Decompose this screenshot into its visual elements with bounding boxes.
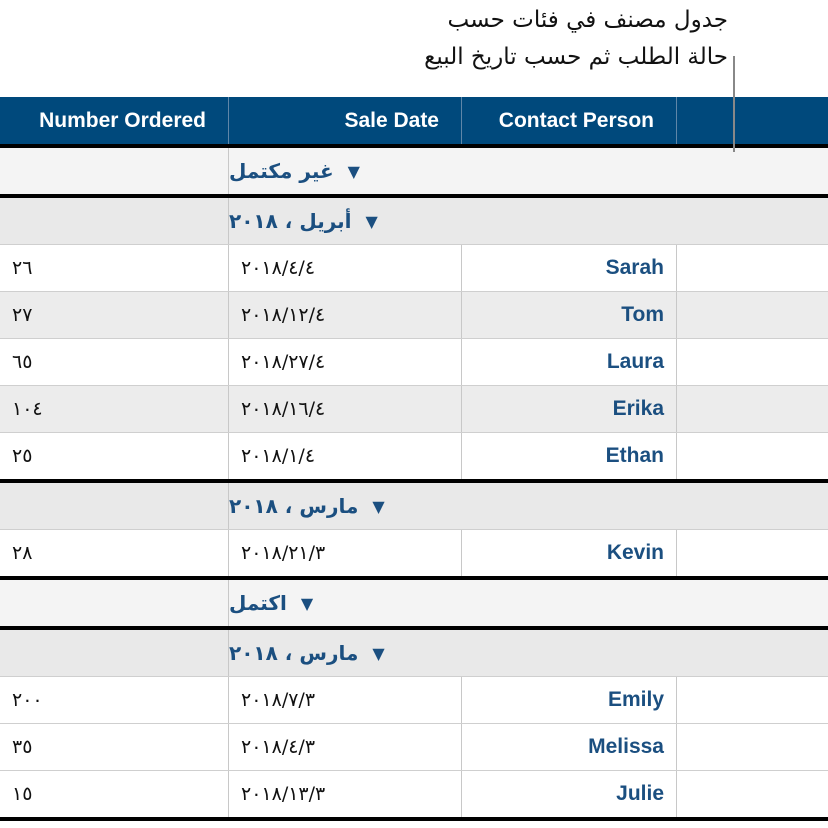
callout-line-1: جدول مصنف في فئات حسب	[447, 7, 728, 33]
contact-person-cell[interactable]: Emily	[462, 677, 677, 723]
category-label-cell[interactable]: ▼ اكتمل	[229, 580, 828, 626]
table-row: ٦٥ ٢٠١٨/٢٧/٤ Laura	[0, 339, 828, 386]
contact-person-cell[interactable]: Ethan	[462, 433, 677, 479]
empty-cell[interactable]	[677, 677, 828, 723]
callout-line-2: حالة الطلب ثم حسب تاريخ البيع	[424, 44, 728, 70]
sale-date-cell[interactable]: ٢٠١٨/١٦/٤	[229, 386, 462, 432]
number-ordered-cell[interactable]: ٢٠٠	[0, 677, 229, 723]
empty-cell[interactable]	[677, 292, 828, 338]
disclosure-triangle-icon[interactable]: ▼	[347, 161, 360, 181]
disclosure-triangle-icon[interactable]: ▼	[300, 593, 314, 613]
subcategory-row: ▼ مارس ، ٢٠١٨	[0, 483, 828, 530]
empty-cell[interactable]	[677, 724, 828, 770]
number-ordered-cell[interactable]: ٢٨	[0, 530, 229, 576]
category-label: مارس ، ٢٠١٨	[229, 494, 359, 518]
header-number-ordered[interactable]: Number Ordered	[0, 97, 229, 144]
table-row: ٢٠٠ ٢٠١٨/٧/٣ Emily	[0, 677, 828, 724]
empty-cell[interactable]	[677, 386, 828, 432]
empty-cell[interactable]	[677, 530, 828, 576]
category-label: مارس ، ٢٠١٨	[229, 641, 359, 665]
number-ordered-cell[interactable]: ١٥	[0, 771, 229, 817]
empty-cell[interactable]	[677, 433, 828, 479]
sale-date-cell[interactable]: ٢٠١٨/٤/٣	[229, 724, 462, 770]
header-empty[interactable]	[677, 97, 828, 144]
table-body: ▼ غير مكتمل ▼ أبريل ، ٢٠١٨ ٢٦ ٢٠١٨/٤/٤ Sarah ٢٧…	[0, 148, 828, 821]
sale-date-cell[interactable]: ٢٠١٨/١٣/٣	[229, 771, 462, 817]
disclosure-triangle-icon[interactable]: ▼	[372, 643, 385, 663]
sale-date-cell[interactable]: ٢٠١٨/١/٤	[229, 433, 462, 479]
contact-person-cell[interactable]: Tom	[462, 292, 677, 338]
empty-cell	[0, 630, 229, 676]
contact-person-cell[interactable]: Melissa	[462, 724, 677, 770]
subcategory-row: ▼ مارس ، ٢٠١٨	[0, 630, 828, 677]
category-label-cell[interactable]: ▼ أبريل ، ٢٠١٨	[229, 198, 828, 244]
category-label-cell[interactable]: ▼ مارس ، ٢٠١٨	[229, 483, 828, 529]
empty-cell[interactable]	[677, 339, 828, 385]
category-label: أبريل ، ٢٠١٨	[229, 209, 352, 233]
number-ordered-cell[interactable]: ١٠٤	[0, 386, 229, 432]
table-row: ٢٧ ٢٠١٨/١٢/٤ Tom	[0, 292, 828, 339]
number-ordered-cell[interactable]: ٢٦	[0, 245, 229, 291]
number-ordered-cell[interactable]: ٦٥	[0, 339, 229, 385]
table-row: ١٠٤ ٢٠١٨/١٦/٤ Erika	[0, 386, 828, 433]
subcategory-row: ▼ أبريل ، ٢٠١٨	[0, 198, 828, 245]
table-row: ٢٥ ٢٠١٨/١/٤ Ethan	[0, 433, 828, 483]
table-row: ٣٥ ٢٠١٨/٤/٣ Melissa	[0, 724, 828, 771]
empty-cell	[0, 148, 229, 194]
header-row: Number Ordered Sale Date Contact Person	[0, 97, 828, 148]
number-ordered-cell[interactable]: ٢٧	[0, 292, 229, 338]
empty-cell	[0, 483, 229, 529]
empty-cell	[0, 198, 229, 244]
category-row: ▼ غير مكتمل	[0, 148, 828, 198]
sale-date-cell[interactable]: ٢٠١٨/٧/٣	[229, 677, 462, 723]
number-ordered-cell[interactable]: ٣٥	[0, 724, 229, 770]
category-label: اكتمل	[229, 591, 287, 615]
contact-person-cell[interactable]: Laura	[462, 339, 677, 385]
category-label-cell[interactable]: ▼ مارس ، ٢٠١٨	[229, 630, 828, 676]
empty-cell[interactable]	[677, 771, 828, 817]
table-row: ١٥ ٢٠١٨/١٣/٣ Julie	[0, 771, 828, 821]
number-ordered-cell[interactable]: ٢٥	[0, 433, 229, 479]
contact-person-cell[interactable]: Erika	[462, 386, 677, 432]
category-label-cell[interactable]: ▼ غير مكتمل	[229, 148, 828, 194]
sale-date-cell[interactable]: ٢٠١٨/٤/٤	[229, 245, 462, 291]
categorized-table: Number Ordered Sale Date Contact Person …	[0, 97, 828, 821]
sale-date-cell[interactable]: ٢٠١٨/٢١/٣	[229, 530, 462, 576]
contact-person-cell[interactable]: Kevin	[462, 530, 677, 576]
empty-cell	[0, 580, 229, 626]
sale-date-cell[interactable]: ٢٠١٨/١٢/٤	[229, 292, 462, 338]
table-row: ٢٨ ٢٠١٨/٢١/٣ Kevin	[0, 530, 828, 580]
table-row: ٢٦ ٢٠١٨/٤/٤ Sarah	[0, 245, 828, 292]
header-contact-person[interactable]: Contact Person	[462, 97, 677, 144]
contact-person-cell[interactable]: Sarah	[462, 245, 677, 291]
callout-leader-line	[733, 56, 735, 152]
disclosure-triangle-icon[interactable]: ▼	[372, 496, 385, 516]
contact-person-cell[interactable]: Julie	[462, 771, 677, 817]
empty-cell[interactable]	[677, 245, 828, 291]
header-sale-date[interactable]: Sale Date	[229, 97, 462, 144]
sale-date-cell[interactable]: ٢٠١٨/٢٧/٤	[229, 339, 462, 385]
category-label: غير مكتمل	[229, 159, 334, 183]
disclosure-triangle-icon[interactable]: ▼	[365, 211, 378, 231]
category-row: ▼ اكتمل	[0, 580, 828, 630]
callout-annotation: جدول مصنف في فئات حسب حالة الطلب ثم حسب …	[424, 2, 728, 76]
